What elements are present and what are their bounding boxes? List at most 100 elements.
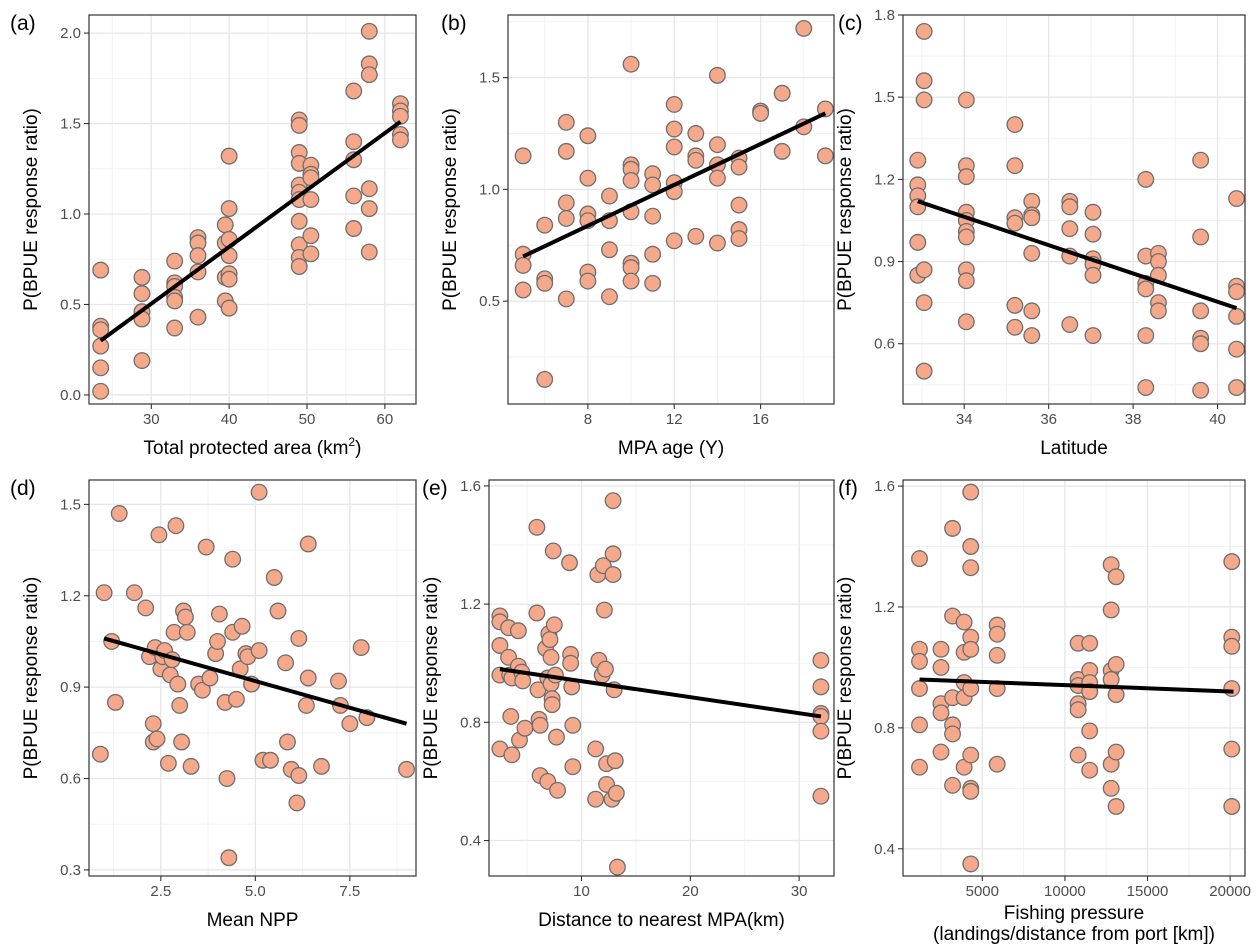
data-point bbox=[133, 268, 151, 286]
data-point bbox=[133, 285, 151, 303]
data-point bbox=[944, 776, 962, 794]
data-point bbox=[297, 696, 315, 714]
data-point bbox=[1023, 244, 1041, 262]
data-point bbox=[92, 321, 110, 339]
data-point bbox=[1228, 283, 1246, 301]
data-point bbox=[665, 232, 683, 250]
data-point bbox=[957, 228, 975, 246]
data-point bbox=[92, 261, 110, 279]
data-point bbox=[606, 752, 624, 770]
y-tick-label: 1.2 bbox=[874, 599, 895, 616]
data-point bbox=[1223, 553, 1241, 571]
data-point bbox=[1107, 798, 1125, 815]
data-point bbox=[345, 133, 363, 151]
data-point bbox=[1069, 746, 1087, 764]
data-point bbox=[110, 505, 128, 522]
panel-border bbox=[88, 479, 417, 877]
data-point bbox=[957, 272, 975, 290]
data-point bbox=[909, 151, 927, 169]
y-tick-label: 1.0 bbox=[60, 206, 81, 223]
y-axis-label: P(BPUE response ratio) bbox=[21, 108, 42, 311]
x-axis-label: MPA age (Y) bbox=[618, 438, 724, 459]
data-point bbox=[150, 526, 168, 544]
y-tick-label: 0.8 bbox=[874, 720, 895, 737]
data-point bbox=[144, 715, 162, 733]
data-point bbox=[708, 136, 726, 154]
data-point bbox=[491, 637, 509, 654]
data-point bbox=[302, 227, 320, 245]
data-point bbox=[330, 672, 347, 690]
data-point bbox=[1107, 568, 1125, 586]
data-point bbox=[216, 216, 234, 234]
data-point bbox=[544, 542, 562, 560]
data-point bbox=[909, 233, 927, 251]
data-point bbox=[502, 707, 520, 725]
data-point bbox=[91, 745, 109, 763]
data-point bbox=[644, 274, 662, 292]
data-point bbox=[962, 746, 980, 764]
data-point bbox=[514, 256, 532, 274]
data-point bbox=[224, 550, 242, 568]
data-point bbox=[988, 646, 1006, 664]
data-point bbox=[360, 66, 378, 84]
x-tick-label: 38 bbox=[1125, 411, 1142, 428]
data-point bbox=[197, 538, 215, 556]
data-point bbox=[1228, 340, 1246, 358]
data-point bbox=[962, 538, 980, 555]
data-point bbox=[708, 169, 726, 187]
data-point bbox=[220, 200, 238, 218]
data-point bbox=[812, 787, 830, 805]
data-point bbox=[290, 258, 308, 275]
data-point bbox=[189, 247, 207, 265]
x-tick-label: 5000 bbox=[966, 883, 999, 900]
data-point bbox=[579, 272, 597, 290]
data-point bbox=[1081, 761, 1099, 779]
data-point bbox=[665, 138, 683, 156]
data-point bbox=[932, 640, 950, 658]
data-point bbox=[1084, 203, 1102, 221]
panel-c: 34 36 38 40 0.6 0.9 1.2 1.5 1.8 Latitude P(BPUE re… bbox=[835, 7, 1246, 459]
data-point bbox=[962, 559, 980, 577]
panel-border bbox=[902, 479, 1246, 877]
data-point bbox=[220, 147, 238, 165]
data-point bbox=[536, 216, 554, 234]
x-axis-label: Fishing pressure bbox=[1004, 903, 1144, 924]
x-tick-label: 40 bbox=[221, 411, 238, 428]
data-point bbox=[133, 352, 151, 370]
data-point bbox=[557, 142, 575, 160]
data-point bbox=[299, 535, 317, 553]
data-point bbox=[92, 382, 110, 400]
panel-border bbox=[88, 14, 417, 405]
x-tick-label: 16 bbox=[752, 411, 769, 428]
data-point bbox=[1023, 302, 1041, 320]
data-point bbox=[988, 755, 1006, 773]
data-point bbox=[562, 654, 580, 672]
x-axis-label-superscript: 2 bbox=[348, 435, 355, 449]
y-tick-label: 0.0 bbox=[60, 387, 81, 404]
data-point bbox=[345, 220, 363, 237]
data-point bbox=[360, 243, 378, 261]
x-tick-label: 5.0 bbox=[245, 883, 266, 900]
data-point bbox=[816, 147, 834, 165]
x-tick-label: 15000 bbox=[1127, 883, 1169, 900]
data-point bbox=[579, 127, 597, 145]
data-point bbox=[911, 550, 928, 568]
data-point bbox=[220, 270, 238, 288]
data-point bbox=[915, 22, 933, 40]
y-axis-label: P(BPUE response ratio) bbox=[440, 108, 461, 311]
y-axis-label: P(BPUE response ratio) bbox=[835, 577, 856, 780]
data-point bbox=[352, 639, 370, 656]
plot-background bbox=[508, 15, 834, 404]
data-point bbox=[915, 294, 933, 312]
data-point bbox=[957, 313, 975, 331]
data-point bbox=[159, 754, 177, 772]
panel-e: 10 20 30 0.4 0.8 1.2 1.6 Distance to nearest MP… bbox=[421, 477, 835, 931]
data-point bbox=[955, 613, 973, 631]
data-point bbox=[944, 725, 962, 743]
data-point bbox=[687, 227, 705, 245]
x-axis-label: Distance to nearest MPA(km) bbox=[538, 910, 785, 931]
data-point bbox=[557, 113, 575, 131]
data-point bbox=[608, 858, 626, 876]
data-point bbox=[957, 168, 975, 186]
data-point bbox=[1228, 307, 1246, 325]
